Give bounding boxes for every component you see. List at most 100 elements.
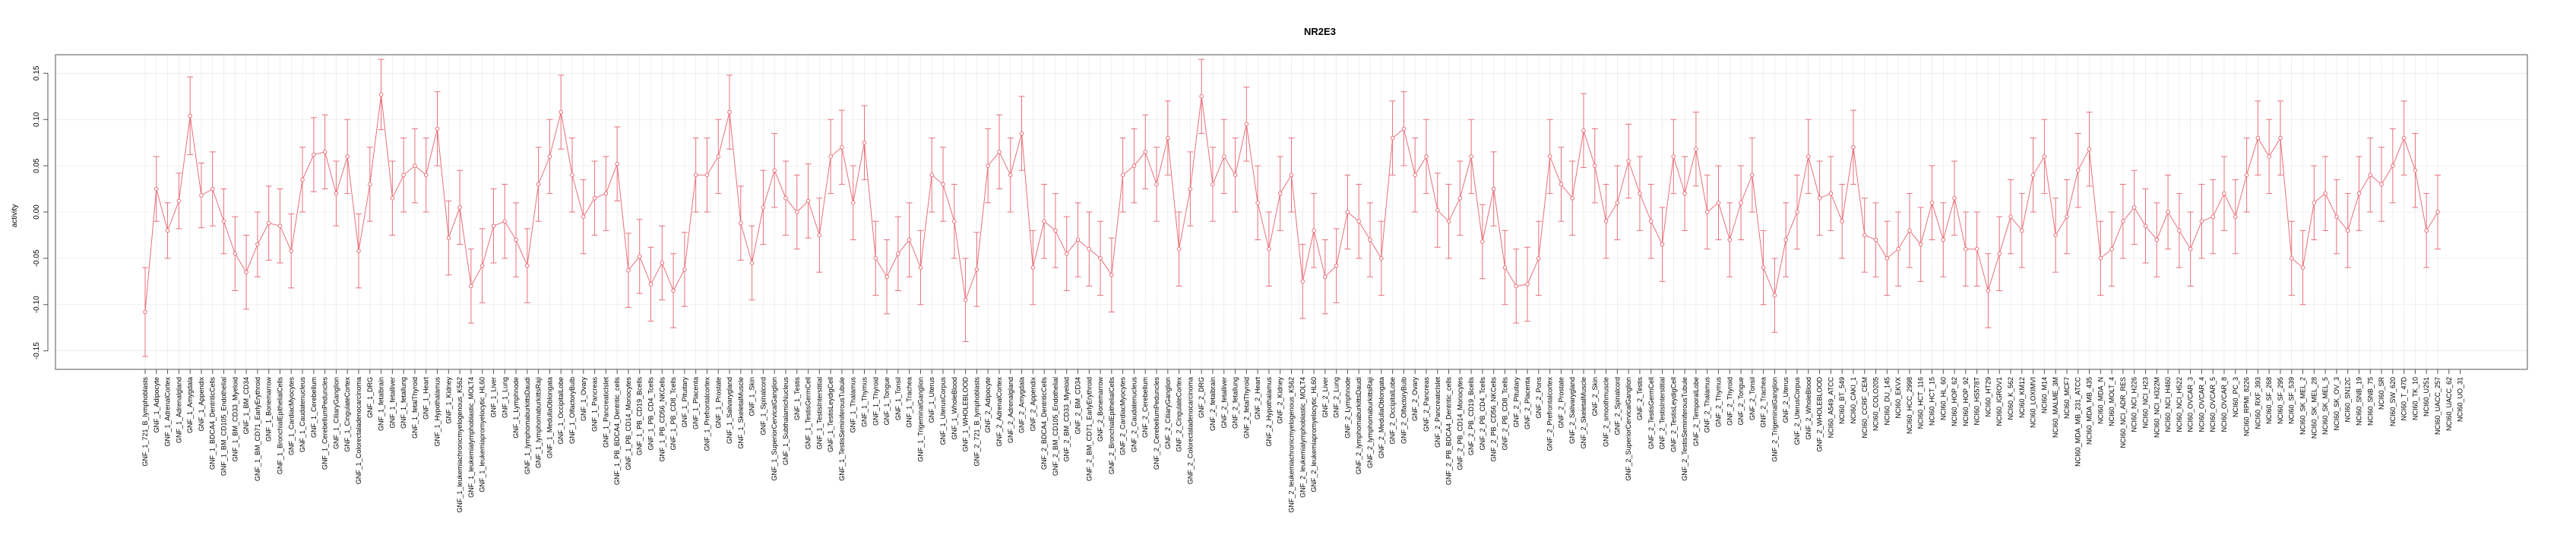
- data-point: [1166, 135, 1170, 141]
- data-point: [1840, 219, 1844, 223]
- data-point: [1390, 135, 1395, 141]
- data-point: [2030, 173, 2036, 178]
- x-tick-label: GNF_1_fetalThyroid: [411, 377, 419, 439]
- data-point: [1480, 239, 1485, 244]
- chart-title: NR2E3: [1304, 26, 1336, 37]
- data-point: [322, 150, 328, 154]
- data-point: [907, 237, 912, 242]
- data-point: [2008, 214, 2013, 219]
- x-tick-label: GNF_1_Colorectaladenocarcinoma: [355, 377, 362, 484]
- data-point: [1098, 256, 1103, 261]
- data-point: [727, 109, 732, 115]
- x-tick-label: GNF_1_UterusCorpus: [939, 377, 947, 445]
- x-tick-label: GNF_1_721_B_lymphoblasts: [141, 377, 149, 467]
- data-point: [378, 92, 384, 97]
- x-tick-label: NCI60_SN12C: [2344, 377, 2352, 423]
- x-tick-label: GNF_1_PB_CD19_Bcells: [636, 377, 644, 456]
- x-tick-label: GNF_2_TestisInterstitial: [1659, 377, 1666, 450]
- data-point: [1491, 186, 1496, 192]
- data-point: [423, 173, 429, 178]
- x-tick-label: GNF_2_Lung: [1333, 377, 1340, 418]
- data-point: [2053, 233, 2058, 238]
- x-tick-label: NCI60_OVCAR_4: [2198, 377, 2205, 432]
- x-tick-label: NCI60_UACC_257: [2434, 377, 2442, 435]
- data-point: [1109, 273, 1114, 277]
- x-tick-label: NCI60_SR: [2378, 377, 2385, 410]
- data-point: [188, 113, 192, 119]
- x-tick-label: GNF_2_Trachea: [1760, 377, 1767, 428]
- x-tick-label: GNF_1_Caudatenucleus: [299, 377, 306, 453]
- data-point: [1176, 246, 1182, 252]
- x-tick-label: GNF_1_PB_CD8_Tcells: [669, 377, 677, 451]
- data-point: [1019, 131, 1024, 136]
- data-point: [1424, 154, 1429, 159]
- x-tick-label: GNF_1_CardiacMyocytes: [287, 377, 295, 456]
- data-point: [1244, 122, 1249, 127]
- x-tick-label: GNF_1_SuperiorCervicalGanglion: [771, 377, 778, 481]
- data-point: [1603, 219, 1609, 223]
- x-tick-label: GNF_1_Prostate: [714, 377, 722, 429]
- x-tick-label: GNF_2_Thymus: [1714, 377, 1722, 428]
- data-point: [570, 173, 574, 178]
- x-tick-label: GNF_1_BDCA4_DentriticCells: [209, 377, 217, 470]
- y-tick-label: -0.10: [33, 296, 41, 313]
- x-tick-label: GNF_1_Tongue: [883, 377, 891, 426]
- x-tick-label: GNF_1_Hypothalamus: [434, 377, 441, 447]
- data-point: [783, 195, 788, 201]
- data-point: [525, 263, 530, 268]
- x-tick-label: GNF_2_BM_CD33_Myeloid: [1063, 377, 1071, 462]
- data-point: [2065, 214, 2069, 219]
- data-point: [266, 220, 271, 226]
- x-tick-label: GNF_2_CerebellumPeduncles: [1153, 377, 1160, 470]
- x-tick-label: GNF_1_Lymphnode: [512, 377, 520, 439]
- data-point: [603, 191, 609, 196]
- x-tick-label: NCI60_HOP_62: [1951, 377, 1958, 426]
- data-point: [749, 261, 755, 265]
- data-point: [210, 186, 215, 192]
- x-tick-label: GNF_1_PB_BDCA4_Dentritic_cells: [613, 377, 621, 486]
- data-point: [862, 140, 867, 145]
- data-point: [1750, 173, 1755, 178]
- x-tick-label: GNF_1_CerebellumPeduncles: [321, 377, 329, 470]
- data-point: [2188, 246, 2193, 252]
- x-tick-label: NCI60_OVCAR_8: [2220, 377, 2228, 432]
- x-tick-label: GNF_1_TrigeminalGanglion: [916, 377, 924, 462]
- x-tick-label: NCI60_TK_10: [2411, 377, 2419, 420]
- data-point: [143, 309, 147, 315]
- data-point: [2391, 163, 2395, 168]
- x-tick-label: GNF_2_Tonsil: [1748, 377, 1756, 420]
- data-point: [1772, 293, 1777, 298]
- data-point: [356, 249, 361, 253]
- x-tick-label: GNF_2_WholeBlood: [1805, 377, 1812, 440]
- x-tick-label: GNF_2_smoothmuscle: [1603, 377, 1610, 447]
- data-point: [805, 198, 811, 204]
- x-tick-label: NCI60_BT_549: [1838, 377, 1846, 424]
- x-tick-label: GNF_1_BM_CD71_EarlyErythroid: [254, 377, 261, 481]
- x-tick-label: GNF_2_fetalliver: [1220, 377, 1228, 429]
- data-point: [1300, 279, 1305, 284]
- x-tick-label: GNF_1_lymphomaburkittsDaudi: [524, 377, 531, 474]
- data-point: [2255, 135, 2261, 141]
- x-tick-label: GNF_1_Adipocyte: [153, 377, 160, 433]
- x-tick-label: NCI60_NCI_H460: [2164, 377, 2172, 432]
- data-point: [1638, 191, 1642, 196]
- x-tick-label: GNF_2_leukemialymphoblastic_MOLT4: [1299, 377, 1306, 498]
- grid-layer: [55, 55, 2527, 369]
- x-tick-label: GNF_2_TemporalLobe: [1692, 377, 1700, 446]
- data-point: [1648, 219, 1654, 223]
- x-tick-label: NCI60_HCC_2998: [1906, 377, 1913, 434]
- x-tick-label: GNF_2_Prostate: [1557, 377, 1565, 429]
- x-tick-label: GNF_2_TestisLeydigCell: [1669, 377, 1677, 452]
- x-tick-label: GNF_2_fetallung: [1232, 377, 1239, 429]
- data-point: [1435, 207, 1440, 213]
- x-tick-label: GNF_1_PB_CD14_Monocytes: [625, 377, 632, 470]
- data-point: [2267, 154, 2271, 159]
- x-tick-label: NCI60_UACC_62: [2445, 377, 2453, 431]
- x-tick-label: NCI60_HS578T: [1973, 377, 1981, 426]
- x-tick-label: GNF_1_fetalbrain: [378, 377, 385, 431]
- x-tick-label: GNF_2_Pancreas: [1422, 377, 1430, 432]
- x-tick-label: GNF_1_BronchialEpithelialCells: [276, 377, 283, 475]
- x-tick-label: GNF_2_Bonemarrow: [1097, 377, 1104, 442]
- data-point: [1120, 173, 1125, 178]
- x-tick-label: GNF_2_Tongue: [1737, 377, 1745, 426]
